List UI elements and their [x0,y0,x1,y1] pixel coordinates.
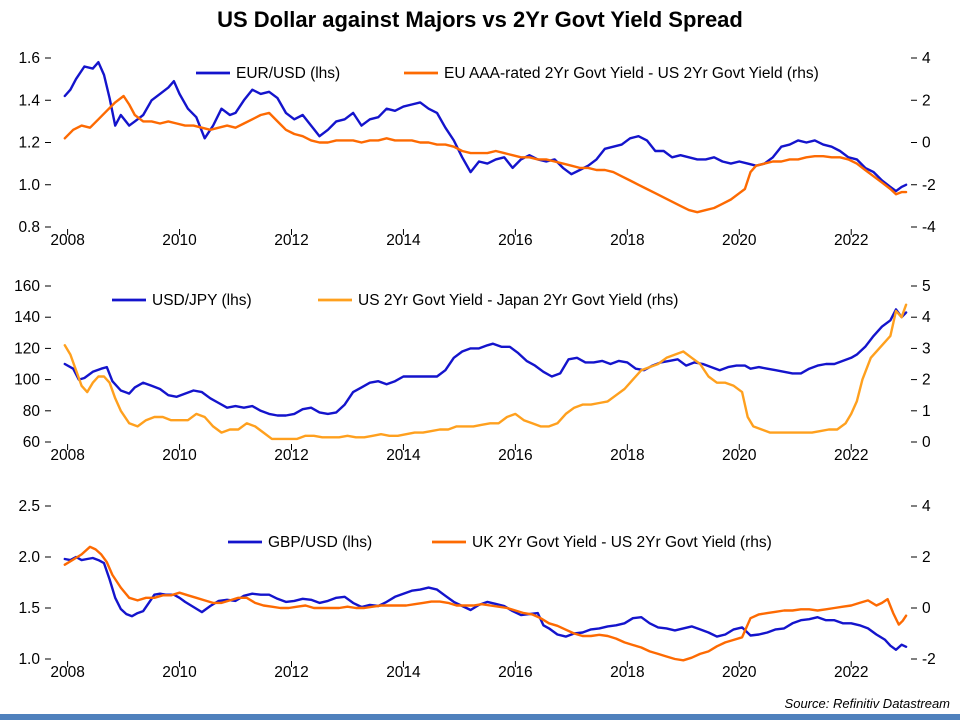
x-axis-tick-label: 2018 [610,664,644,681]
x-axis-tick-label: 2022 [834,664,868,681]
panel-eurusd: 1.6 1.4 1.2 1.0 0.8 4 2 0 -2 -4 2008 2010 2012 2014 20… [18,50,936,249]
chart-title: US Dollar against Majors vs 2Yr Govt Yie… [217,7,743,32]
us-jp-2yr-spread-legend-label: US 2Yr Govt Yield - Japan 2Yr Govt Yield… [358,292,678,309]
right-axis-tick-label: -2 [922,177,936,194]
x-axis-tick-label: 2008 [50,664,84,681]
x-axis-tick-label: 2020 [722,447,757,464]
left-axis-tick-label: 140 [14,309,40,326]
x-axis-tick-label: 2022 [834,232,868,249]
x-axis-tick-label: 2010 [162,664,197,681]
left-axis-tick-label: 60 [23,434,41,451]
left-axis-tick-label: 2.0 [18,549,40,566]
left-axis-tick-label: 1.5 [18,600,40,617]
x-axis-tick-label: 2018 [610,447,644,464]
panel-gbpusd: 2.5 2.0 1.5 1.0 4 2 0 -2 2008 2010 2012 2014 2016 201… [18,498,936,681]
right-axis-tick-label: -4 [922,219,936,236]
gbpusd-line [63,555,908,652]
left-axis-tick-label: 0.8 [18,219,40,236]
x-axis-tick-label: 2014 [386,664,421,681]
left-axis-tick-label: 1.2 [18,135,40,152]
left-axis-tick-label: 80 [23,403,41,420]
x-axis-tick-label: 2020 [722,664,757,681]
right-axis-tick-label: 0 [922,434,931,451]
x-axis-tick-label: 2016 [498,232,532,249]
right-axis-tick-label: 4 [922,498,931,515]
x-axis-tick-label: 2008 [50,232,84,249]
panel-usdjpy: 160 140 120 100 80 60 5 4 3 2 1 0 2008 2010 2012 2014 20… [14,278,931,464]
x-axis-tick-label: 2010 [162,232,197,249]
eu-us-2yr-spread-line [63,94,908,214]
usdjpy-legend-label: USD/JPY (lhs) [152,292,252,309]
right-axis-tick-label: 2 [922,372,931,389]
right-axis-tick-label: 5 [922,278,931,295]
right-axis-tick-label: 1 [922,403,931,420]
right-axis-tick-label: 3 [922,340,931,357]
usdjpy-line [63,308,908,417]
accent-bar [0,714,960,720]
right-axis-tick-label: 4 [922,309,931,326]
right-axis-tick-label: -2 [922,651,936,668]
x-axis-tick-label: 2022 [834,447,868,464]
left-axis-tick-label: 160 [14,278,40,295]
x-axis-tick-label: 2012 [274,447,308,464]
eu-us-2yr-spread-legend-label: EU AAA-rated 2Yr Govt Yield - US 2Yr Gov… [444,65,819,82]
left-axis-tick-label: 1.6 [18,50,40,67]
left-axis-tick-label: 1.4 [18,92,40,109]
x-axis-tick-label: 2020 [722,232,757,249]
x-axis-tick-label: 2014 [386,232,421,249]
right-axis-tick-label: 2 [922,549,931,566]
source-note: Source: Refinitiv Datastream [784,696,950,711]
x-axis-tick-label: 2008 [50,447,84,464]
x-axis-tick-label: 2016 [498,664,532,681]
gbpusd-legend-label: GBP/USD (lhs) [268,534,372,551]
eurusd-line [63,61,908,193]
right-axis-tick-label: 0 [922,135,931,152]
x-axis-tick-label: 2014 [386,447,421,464]
uk-us-2yr-spread-legend-label: UK 2Yr Govt Yield - US 2Yr Govt Yield (r… [472,534,772,551]
left-axis-tick-label: 1.0 [18,177,40,194]
x-axis-tick-label: 2012 [274,664,308,681]
right-axis-tick-label: 0 [922,600,931,617]
x-axis-tick-label: 2016 [498,447,532,464]
uk-us-2yr-spread-line [63,545,908,662]
left-axis-tick-label: 100 [14,372,40,389]
right-axis-tick-label: 2 [922,92,931,109]
left-axis-tick-label: 120 [14,340,40,357]
left-axis-tick-label: 1.0 [18,651,40,668]
x-axis-tick-label: 2010 [162,447,197,464]
x-axis-tick-label: 2012 [274,232,308,249]
right-axis-tick-label: 4 [922,50,931,67]
us-jp-2yr-spread-line [63,303,908,441]
x-axis-tick-label: 2018 [610,232,644,249]
left-axis-tick-label: 2.5 [18,498,40,515]
eurusd-legend-label: EUR/USD (lhs) [236,65,340,82]
